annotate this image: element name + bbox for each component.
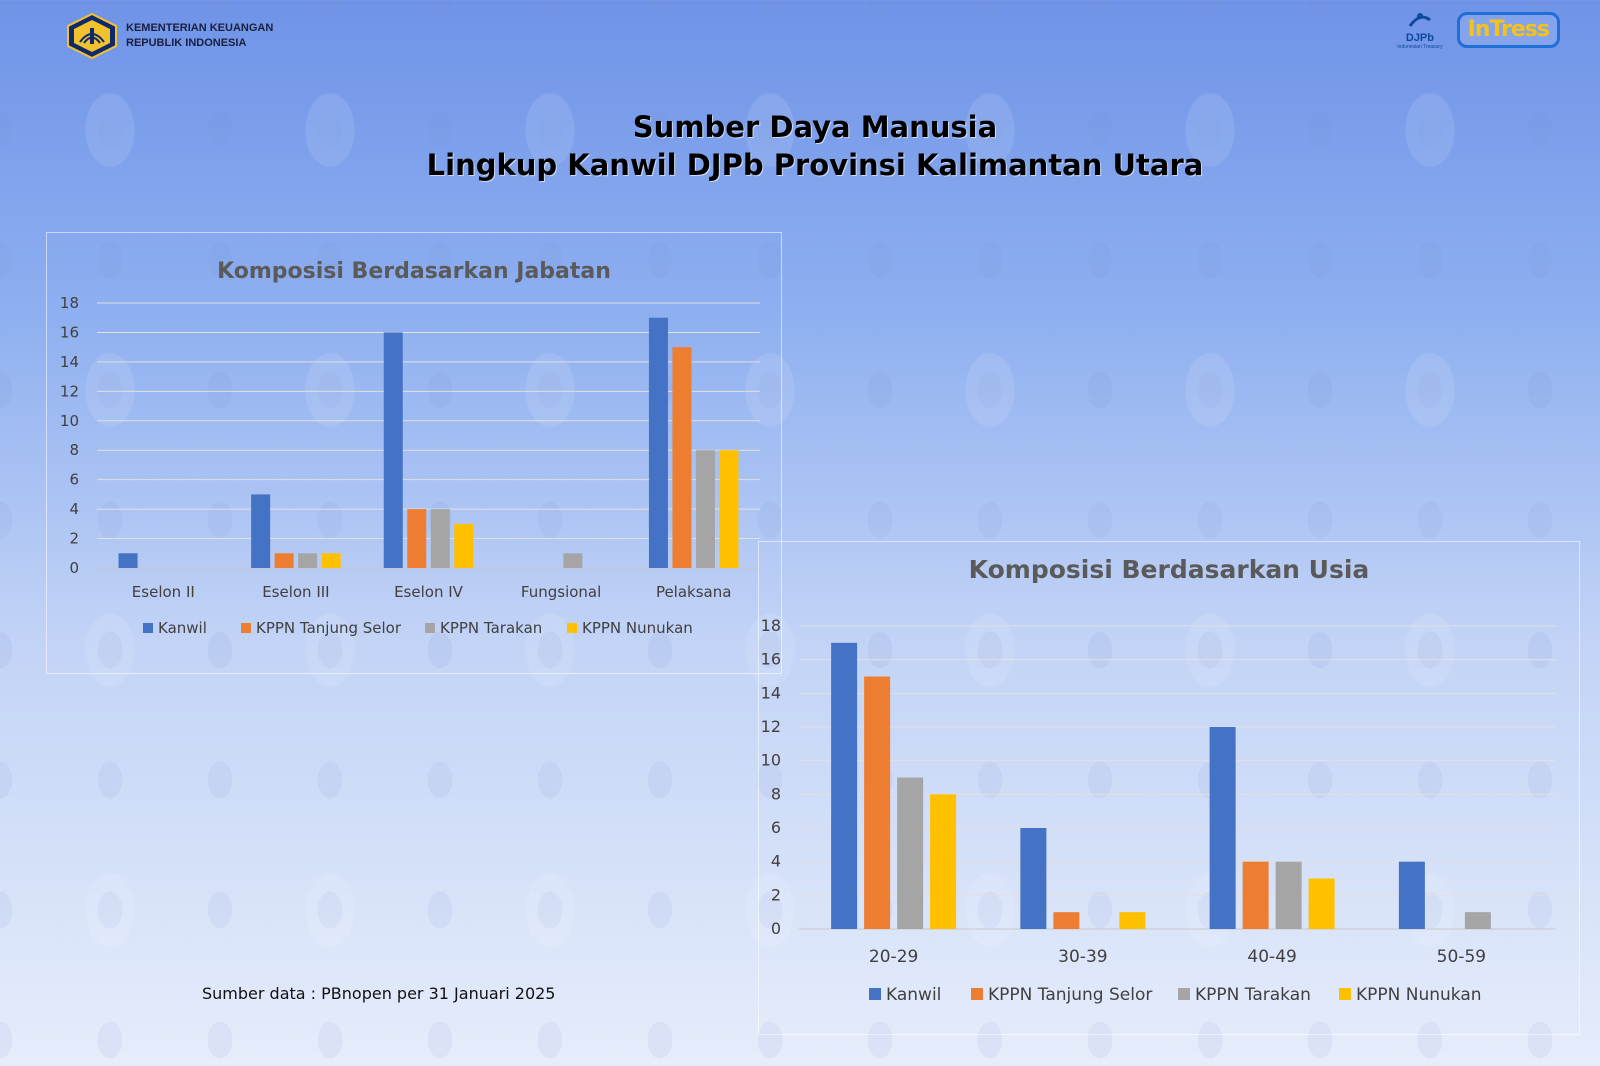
x-category-label: Pelaksana: [656, 583, 732, 601]
djpb-logo: DJPb Indonesian Treasury: [1397, 10, 1443, 50]
chart-title: Komposisi Berdasarkan Jabatan: [217, 259, 611, 284]
bar-kppn-tarakan: [1464, 912, 1491, 929]
x-category-label: Eselon II: [132, 583, 195, 601]
bar-kanwil: [251, 494, 271, 568]
legend-label: KPPN Tanjung Selor: [256, 619, 402, 637]
y-tick-label: 2: [69, 530, 79, 548]
legend-label: KPPN Tarakan: [440, 619, 542, 637]
partner-logos: DJPb Indonesian Treasury InTress: [1397, 10, 1560, 50]
bar-kppn-nunukan: [1119, 912, 1146, 929]
bar-kppn-tarakan: [563, 553, 583, 568]
intress-logo: InTress: [1456, 12, 1560, 48]
legend-swatch: [1339, 988, 1351, 1000]
bar-kppn-tanjung-selor: [1053, 912, 1080, 929]
chart-panel-usia: Komposisi Berdasarkan Usia 0 2 4 6 8 10 12 14 16 1…: [758, 541, 1580, 1035]
ministry-logo-block: KEMENTERIAN KEUANGAN REPUBLIK INDONESIA: [66, 12, 273, 60]
bar-kanwil: [1398, 861, 1425, 929]
x-category-label: Eselon IV: [394, 583, 464, 601]
y-tick-label: 12: [60, 382, 79, 400]
legend-swatch: [425, 623, 435, 633]
intress-label: InTress: [1467, 17, 1550, 42]
x-category-label: Eselon III: [262, 583, 329, 601]
bar-kppn-nunukan: [454, 523, 474, 568]
legend-swatch: [567, 623, 577, 633]
legend-swatch: [971, 988, 983, 1000]
legend-label: Kanwil: [886, 985, 941, 1005]
djpb-sublabel: Indonesian Treasury: [1397, 44, 1443, 50]
legend-swatch: [143, 623, 153, 633]
bar-kppn-tanjung-selor: [274, 553, 294, 568]
legend-label: KPPN Tanjung Selor: [988, 985, 1152, 1005]
source-note: Sumber data : PBnopen per 31 Januari 202…: [202, 984, 556, 1003]
y-tick-label: 10: [761, 751, 781, 770]
y-tick-label: 4: [771, 852, 781, 871]
y-tick-label: 6: [771, 818, 781, 837]
bar-kppn-nunukan: [1308, 878, 1335, 929]
legend-swatch: [241, 623, 251, 633]
legend-swatch: [869, 988, 881, 1000]
x-category-label: 50-59: [1437, 947, 1486, 967]
bar-kppn-tanjung-selor: [864, 676, 891, 929]
chart-jabatan: Komposisi Berdasarkan Jabatan 0 2 4 6 8 10 12 14…: [60, 259, 760, 637]
y-tick-label: 16: [761, 650, 781, 669]
bar-kppn-tarakan: [695, 450, 715, 568]
y-tick-label: 14: [761, 683, 781, 702]
ministry-emblem-icon: [67, 12, 117, 60]
page-title: Sumber Daya Manusia Lingkup Kanwil DJPb …: [0, 108, 1600, 184]
legend-label: KPPN Tarakan: [1195, 985, 1311, 1005]
chart-panel-jabatan: Komposisi Berdasarkan Jabatan 0 2 4 6 8 10 12 14…: [46, 232, 782, 674]
bar-kppn-tarakan: [1275, 861, 1302, 929]
ministry-line-2: REPUBLIK INDONESIA: [126, 37, 247, 49]
djpb-label: DJPb: [1405, 32, 1434, 44]
y-tick-label: 6: [69, 471, 79, 489]
y-tick-label: 0: [69, 559, 79, 577]
ministry-line-1: KEMENTERIAN KEUANGAN: [126, 22, 274, 34]
djpb-swoosh-icon: [1408, 13, 1431, 27]
y-tick-label: 4: [69, 500, 79, 518]
bar-kanwil: [648, 317, 668, 568]
ministry-name: KEMENTERIAN KEUANGAN REPUBLIK INDONESIA: [126, 21, 273, 51]
y-tick-label: 12: [761, 717, 781, 736]
bar-kanwil: [383, 332, 403, 568]
y-tick-label: 14: [60, 353, 79, 371]
bar-kppn-tarakan: [897, 777, 924, 929]
x-category-label: Fungsional: [521, 583, 601, 601]
legend-label: KPPN Nunukan: [1356, 985, 1482, 1005]
y-tick-label: 16: [60, 323, 79, 341]
bar-kppn-tarakan: [430, 509, 450, 568]
page-title-line-2: Lingkup Kanwil DJPb Provinsi Kalimantan …: [426, 148, 1204, 182]
x-category-label: 40-49: [1247, 947, 1296, 967]
y-tick-label: 18: [60, 294, 79, 312]
y-tick-label: 18: [761, 616, 781, 635]
legend-label: Kanwil: [158, 619, 207, 637]
bar-kppn-tanjung-selor: [1242, 861, 1269, 929]
bar-kppn-nunukan: [930, 794, 957, 929]
legend-swatch: [1178, 988, 1190, 1000]
bar-kppn-nunukan: [719, 450, 739, 568]
bar-kppn-tanjung-selor: [407, 509, 427, 568]
bar-kppn-nunukan: [321, 553, 341, 568]
y-tick-label: 10: [60, 412, 79, 430]
chart-usia: Komposisi Berdasarkan Usia 0 2 4 6 8 10 12 14 16 1…: [761, 555, 1556, 1005]
bar-kanwil: [1020, 828, 1047, 929]
chart-title: Komposisi Berdasarkan Usia: [969, 555, 1370, 584]
y-tick-label: 8: [771, 784, 781, 803]
x-category-label: 20-29: [869, 947, 918, 967]
y-tick-label: 8: [69, 441, 79, 459]
bar-kppn-tanjung-selor: [672, 347, 692, 568]
bar-kanwil: [831, 642, 858, 929]
page-title-line-1: Sumber Daya Manusia: [632, 110, 998, 144]
x-category-label: 30-39: [1058, 947, 1107, 967]
legend-label: KPPN Nunukan: [582, 619, 693, 637]
bar-kanwil: [118, 553, 138, 568]
bar-kanwil: [1209, 727, 1236, 929]
bar-kppn-tarakan: [298, 553, 318, 568]
y-tick-label: 2: [771, 885, 781, 904]
y-tick-label: 0: [771, 919, 781, 938]
